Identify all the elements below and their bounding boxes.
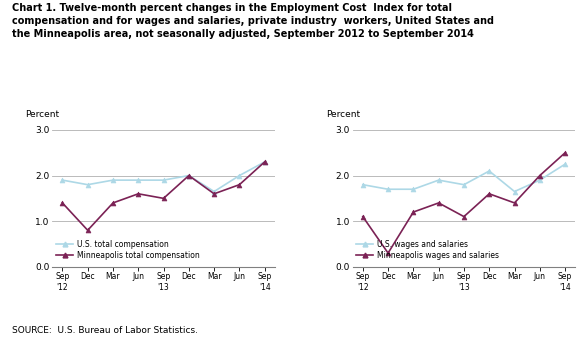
Text: Chart 1. Twelve-month percent changes in the Employment Cost  Index for total
co: Chart 1. Twelve-month percent changes in…	[12, 3, 494, 39]
Text: Percent: Percent	[26, 110, 60, 119]
Text: Percent: Percent	[326, 110, 360, 119]
Legend: U.S. wages and salaries, Minneapolis wages and salaries: U.S. wages and salaries, Minneapolis wag…	[357, 240, 499, 260]
Legend: U.S. total compensation, Minneapolis total compensation: U.S. total compensation, Minneapolis tot…	[56, 240, 199, 260]
Text: SOURCE:  U.S. Bureau of Labor Statistics.: SOURCE: U.S. Bureau of Labor Statistics.	[12, 326, 198, 335]
